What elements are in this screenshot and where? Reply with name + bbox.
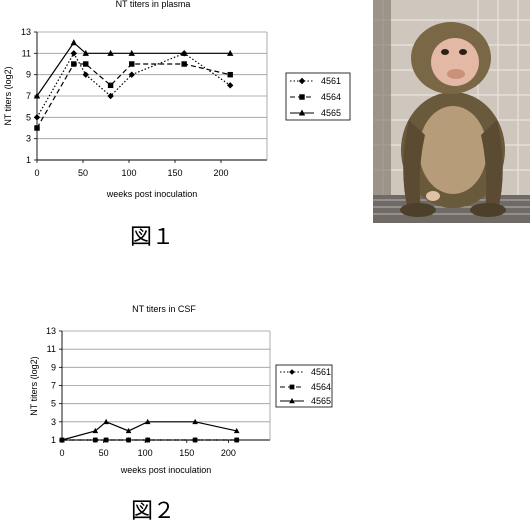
data-point-4564 [34, 125, 40, 131]
monkey-photo [373, 0, 530, 223]
y-tick-label: 3 [51, 417, 56, 427]
y-tick-label: 9 [51, 362, 56, 372]
data-point-4564 [227, 71, 233, 78]
series-line-4565 [61, 421, 237, 441]
y-tick-label: 5 [26, 112, 31, 122]
legend-marker [298, 109, 306, 116]
data-point-4565 [128, 49, 135, 56]
y-tick-label: 5 [51, 399, 56, 409]
data-point-4561 [33, 114, 41, 121]
y-axis-title: NT titers (log2) [3, 66, 13, 125]
data-point-4565 [144, 418, 151, 425]
x-axis-title: weeks post inoculation [120, 465, 212, 475]
data-point-4561 [227, 82, 234, 89]
y-tick-label: 11 [47, 344, 56, 354]
data-point-4564 [83, 61, 89, 67]
data-point-4565 [227, 49, 234, 56]
series-4561 [33, 50, 234, 121]
data-point-4565 [70, 39, 77, 46]
data-point-4561 [82, 71, 89, 78]
y-tick-label: 13 [46, 326, 56, 336]
legend-marker [289, 369, 295, 375]
data-point-4564 [103, 437, 109, 443]
chart-title: NT titers in plasma [116, 0, 191, 9]
legend-marker [289, 384, 295, 390]
legend: 4561 4564 4565 [275, 364, 333, 408]
y-axis-title: NT titers (log2) [29, 356, 39, 415]
x-axis-title: weeks post inoculation [106, 189, 198, 199]
series-4565 [33, 39, 234, 99]
x-tick-label: 50 [78, 168, 88, 178]
y-tick-label: 1 [26, 155, 31, 165]
legend-label: 4564 [321, 92, 341, 102]
y-tick-label: 7 [51, 381, 56, 391]
data-point-4564 [107, 82, 114, 89]
x-tick-label: 0 [34, 168, 39, 178]
data-point-4564 [234, 437, 240, 443]
data-point-4565 [107, 49, 114, 56]
x-tick-label: 100 [138, 448, 153, 458]
data-point-4565 [125, 427, 132, 434]
data-point-4565 [233, 427, 240, 434]
data-point-4564 [126, 437, 131, 443]
data-point-4561 [128, 71, 135, 78]
legend-marker [298, 77, 306, 85]
legend-label: 4564 [311, 382, 331, 392]
data-point-4564 [129, 61, 135, 67]
legend-label: 4565 [311, 396, 331, 406]
legend-marker [289, 397, 295, 404]
legend-label: 4561 [321, 76, 341, 86]
series-4564 [34, 61, 233, 131]
data-point-4565 [103, 418, 109, 425]
data-point-4564 [145, 437, 151, 443]
x-tick-label: 200 [221, 448, 236, 458]
data-point-4565 [92, 427, 99, 434]
x-tick-label: 0 [59, 448, 64, 458]
data-point-4561 [70, 50, 77, 57]
series-4565 [59, 418, 240, 443]
x-tick-label: 100 [121, 168, 136, 178]
series-line-4565 [36, 41, 231, 97]
chart-title: NT titers in CSF [132, 304, 196, 314]
x-tick-label: 150 [167, 168, 182, 178]
data-point-4565 [181, 49, 188, 56]
data-point-4564 [92, 437, 98, 443]
data-point-4565 [192, 418, 198, 425]
legend: 4561 4564 4565 [285, 72, 351, 121]
data-point-4561 [107, 92, 114, 100]
y-tick-label: 9 [26, 70, 31, 80]
legend-box [275, 364, 333, 408]
data-point-4565 [33, 92, 41, 99]
data-point-4564 [192, 437, 198, 443]
data-point-4564 [71, 61, 77, 67]
monkey-photo-illustration [373, 0, 530, 223]
legend-box [285, 72, 351, 121]
y-tick-label: 7 [26, 91, 31, 101]
y-tick-label: 13 [21, 27, 31, 37]
data-point-4564 [181, 61, 187, 67]
x-tick-label: 50 [99, 448, 109, 458]
y-tick-label: 3 [26, 134, 31, 144]
data-point-4565 [59, 436, 65, 443]
data-point-4565 [82, 49, 89, 56]
x-tick-label: 150 [179, 448, 194, 458]
figure-caption-2: 図２ [131, 499, 175, 521]
legend-label: 4565 [321, 108, 341, 118]
figure-caption-1: 図１ [130, 225, 174, 250]
y-tick-label: 11 [22, 48, 31, 58]
legend-marker [299, 94, 305, 100]
x-tick-label: 200 [213, 168, 228, 178]
y-tick-label: 1 [51, 435, 56, 445]
legend-label: 4561 [311, 367, 331, 377]
